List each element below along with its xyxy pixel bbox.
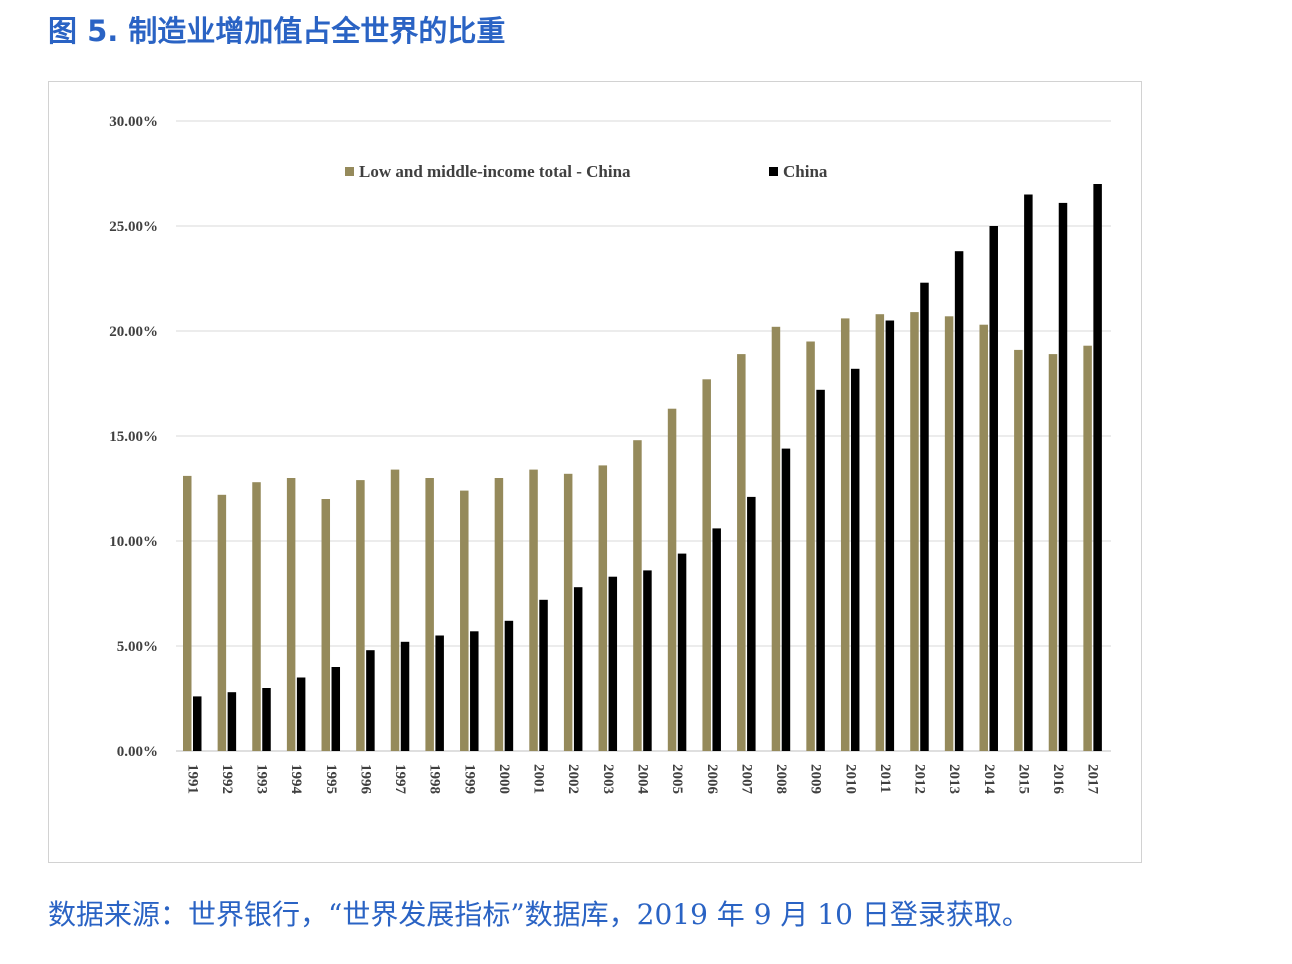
bar-low-middle-income <box>356 480 365 751</box>
bar-china <box>781 448 791 751</box>
x-tick-label: 1998 <box>427 764 443 794</box>
y-tick-label: 0.00% <box>117 744 158 760</box>
bar-china <box>227 692 237 751</box>
bar-china <box>573 587 583 751</box>
chart-frame: 0.00% 5.00% 10.00% 15.00% 20.00% 25.00% 30.00%… <box>48 81 1142 863</box>
x-tick-label: 2015 <box>1015 764 1031 794</box>
bar-low-middle-income <box>737 354 746 751</box>
x-tick-label: 1995 <box>323 764 339 794</box>
bar-china <box>920 282 929 751</box>
bar-low-middle-income <box>771 326 781 751</box>
x-tick-label: 2000 <box>496 764 512 794</box>
bar-low-middle-income <box>390 469 400 751</box>
bar-china <box>677 553 687 751</box>
bar-china <box>435 635 444 751</box>
bar-china <box>850 368 860 751</box>
bar-china <box>470 631 479 751</box>
bar-china <box>885 320 895 751</box>
x-tick-label: 2003 <box>600 764 616 794</box>
x-tick-label: 2005 <box>669 764 685 794</box>
bar-china <box>1093 184 1102 751</box>
legend-item-low-middle-income-swatch <box>345 167 354 176</box>
x-tick-label: 2002 <box>565 764 581 794</box>
bar-china <box>816 389 825 751</box>
bar-low-middle-income <box>806 341 815 751</box>
bar-low-middle-income <box>563 473 573 751</box>
legend-item-china-swatch <box>769 167 778 176</box>
bar-low-middle-income <box>979 324 988 751</box>
bar-low-middle-income <box>425 478 434 751</box>
bar-china <box>366 650 375 751</box>
x-tick-label: 1997 <box>392 764 408 795</box>
bar-china <box>400 641 410 751</box>
bar-low-middle-income <box>529 469 538 751</box>
x-tick-label: 2010 <box>842 764 858 794</box>
bar-china <box>193 696 202 751</box>
bar-low-middle-income <box>598 465 608 751</box>
source-note: 数据来源：世界银行，“世界发展指标”数据库，2019 年 9 月 10 日登录获… <box>48 898 1030 931</box>
y-tick-label: 15.00% <box>109 429 158 445</box>
x-tick-label: 2008 <box>773 764 789 794</box>
bar-china <box>989 226 998 751</box>
x-tick-label: 2011 <box>877 764 893 793</box>
x-tick-label: 2009 <box>808 764 824 794</box>
bar-china <box>504 620 514 751</box>
x-tick-label: 2006 <box>704 764 720 795</box>
legend-item-low-middle-income-label: Low and middle-income total - China <box>359 162 631 181</box>
bar-low-middle-income <box>702 379 711 751</box>
x-tick-label: 2004 <box>635 764 651 795</box>
x-tick-label: 2017 <box>1085 764 1101 795</box>
bar-china <box>331 667 341 751</box>
bar-china <box>539 599 548 751</box>
bar-china <box>262 688 271 751</box>
bar-china <box>954 251 964 751</box>
legend-item-china-label: China <box>783 162 828 181</box>
bar-low-middle-income <box>944 316 954 751</box>
bar-low-middle-income <box>183 475 192 751</box>
x-tick-label: 1991 <box>184 764 200 794</box>
x-tick-label: 2014 <box>981 764 997 795</box>
bar-low-middle-income <box>1014 349 1023 751</box>
bar-china <box>296 677 306 751</box>
x-tick-label: 2012 <box>912 764 928 794</box>
x-tick-label: 1994 <box>288 764 304 795</box>
y-tick-label: 5.00% <box>117 639 158 655</box>
bar-low-middle-income <box>252 482 261 751</box>
x-tick-label: 2013 <box>946 764 962 794</box>
bar-low-middle-income <box>217 494 227 751</box>
y-tick-label: 30.00% <box>109 114 158 130</box>
bar-low-middle-income <box>494 478 504 751</box>
bar-china <box>643 570 652 751</box>
bar-chart: 0.00% 5.00% 10.00% 15.00% 20.00% 25.00% 30.00%… <box>109 114 1111 795</box>
x-tick-label: 2007 <box>738 764 754 795</box>
x-tick-label: 1999 <box>461 764 477 794</box>
x-tick-label: 1996 <box>357 764 373 795</box>
y-tick-label: 10.00% <box>109 534 158 550</box>
bar-china <box>1024 194 1033 751</box>
bar-low-middle-income <box>1048 354 1058 751</box>
x-tick-label: 2001 <box>531 764 547 794</box>
bar-low-middle-income <box>840 318 850 751</box>
y-tick-label: 20.00% <box>109 324 158 340</box>
bar-low-middle-income <box>321 499 331 751</box>
x-tick-label: 1992 <box>219 764 235 794</box>
bar-low-middle-income <box>286 478 296 751</box>
bar-low-middle-income <box>633 440 642 751</box>
bar-low-middle-income <box>667 408 677 751</box>
bar-low-middle-income <box>875 314 885 751</box>
bar-low-middle-income <box>460 490 469 751</box>
bar-china <box>712 528 721 751</box>
bar-low-middle-income <box>910 312 919 751</box>
figure-title: 图 5. 制造业增加值占全世界的比重 <box>48 14 506 48</box>
bar-low-middle-income <box>1083 345 1092 751</box>
x-tick-label: 2016 <box>1050 764 1066 795</box>
bar-china <box>608 576 618 751</box>
x-tick-label: 1993 <box>254 764 270 794</box>
bar-china <box>747 496 756 751</box>
bar-china <box>1058 202 1068 751</box>
y-tick-label: 25.00% <box>109 219 158 235</box>
